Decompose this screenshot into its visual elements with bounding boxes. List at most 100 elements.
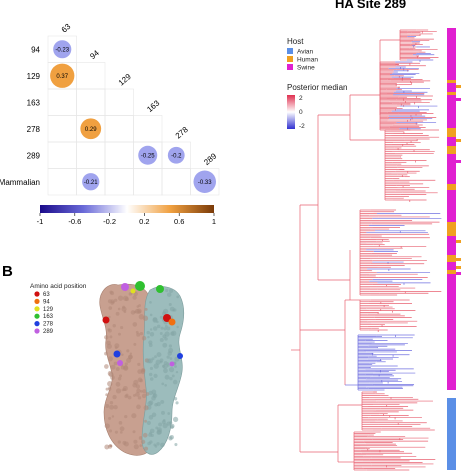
surface-dot <box>139 444 142 447</box>
host-strip-segment <box>447 236 456 255</box>
surface-dot <box>148 415 154 420</box>
grid-cell <box>161 168 191 196</box>
surface-dot <box>123 441 129 447</box>
legend-label: 163 <box>43 314 54 320</box>
surface-dot <box>118 421 123 425</box>
surface-dot <box>106 340 111 346</box>
surface-dot <box>132 322 138 327</box>
correlation-circle <box>167 146 185 164</box>
surface-dot <box>107 370 113 376</box>
surface-dot <box>150 433 154 438</box>
surface-dot <box>166 326 171 331</box>
legend-label: 94 <box>43 299 50 305</box>
residue-163b <box>156 285 164 293</box>
grid-cell <box>133 115 163 143</box>
diagonal-labels: 63 94 129 163 278 289 <box>60 22 219 167</box>
surface-dot <box>104 351 108 356</box>
row-label: 289 <box>27 151 41 160</box>
host-strip-segment <box>447 154 456 184</box>
surface-dot <box>162 423 168 429</box>
surface-dot <box>151 412 157 418</box>
surface-dot <box>165 289 169 293</box>
residue-94 <box>168 318 176 326</box>
surface-dot <box>172 379 178 385</box>
surface-dot <box>143 446 149 451</box>
surface-dot <box>148 390 153 396</box>
surface-dot <box>143 405 149 411</box>
host-legend-title: Host <box>287 37 304 46</box>
surface-dot <box>156 442 160 446</box>
surface-dot <box>159 315 163 319</box>
surface-dot <box>146 358 151 364</box>
residue-289b <box>117 360 123 366</box>
surface-dot <box>139 331 144 336</box>
surface-dot <box>174 443 178 447</box>
surface-dot <box>109 429 113 433</box>
grid-cell <box>104 88 134 116</box>
grid-cell <box>47 141 77 169</box>
surface-dot <box>128 354 133 360</box>
highlighted-residues <box>102 281 183 367</box>
surface-dot <box>123 388 127 392</box>
surface-dot <box>110 364 116 370</box>
surface-dot <box>120 325 124 330</box>
surface-dot <box>114 430 118 434</box>
host-strip-segment <box>447 128 456 137</box>
protein-surface-texture <box>104 288 180 451</box>
grid-cell <box>47 115 77 143</box>
surface-dot <box>146 330 150 335</box>
host-strip-tick <box>456 139 461 142</box>
surface-dot <box>109 444 112 448</box>
amino-acid-legend-title: Amino acid position <box>30 283 87 290</box>
host-strip-tick <box>456 258 461 261</box>
surface-dot <box>109 401 114 405</box>
row-label: 94 <box>31 45 40 54</box>
surface-dot <box>159 332 163 335</box>
host-strip-segment <box>447 255 456 262</box>
row-label: 163 <box>27 98 41 107</box>
diagonal-label: 129 <box>117 72 133 88</box>
grid-cell <box>104 115 134 143</box>
surface-dot <box>132 295 137 300</box>
correlation-value: -0.33 <box>198 180 212 186</box>
surface-dot <box>105 387 109 391</box>
surface-dot <box>174 365 177 368</box>
correlation-circle <box>80 118 102 140</box>
surface-dot <box>152 317 158 323</box>
residue-63b <box>163 314 171 322</box>
surface-dot <box>176 295 180 299</box>
surface-dot <box>138 304 141 307</box>
host-strip-segment <box>447 222 456 236</box>
surface-dot <box>142 432 148 438</box>
surface-dot <box>128 292 133 296</box>
residue-129 <box>130 288 136 294</box>
host-strip-segment <box>447 270 456 274</box>
surface-dot <box>108 306 113 310</box>
surface-dot <box>118 374 123 378</box>
surface-dot <box>104 423 110 429</box>
grid-cell <box>76 62 106 90</box>
surface-dot <box>148 372 153 377</box>
surface-dot <box>156 324 161 329</box>
surface-dot <box>133 439 138 444</box>
colorbar-ticks: -1 -0.6 -0.2 0.2 0.6 1 <box>37 213 216 226</box>
residue-278 <box>113 350 121 358</box>
host-strip-segment <box>447 146 456 154</box>
surface-dot <box>147 401 153 407</box>
surface-dot <box>151 357 155 361</box>
surface-dot <box>166 362 170 365</box>
host-strip-segment <box>447 95 456 128</box>
posterior-colorbar <box>287 95 295 129</box>
colorbar-tick-label: -0.2 <box>103 217 116 226</box>
surface-dot <box>104 444 110 450</box>
legend-swatch <box>34 313 40 319</box>
host-swatch <box>287 56 293 62</box>
surface-dot <box>133 444 139 450</box>
colorbar-tick-label: -0.6 <box>68 217 81 226</box>
host-strip <box>447 28 461 470</box>
host-strip-segment <box>447 137 456 146</box>
surface-dot <box>153 363 159 369</box>
panel-b-label: B <box>2 263 13 280</box>
surface-dot <box>111 415 115 418</box>
legend-label: 289 <box>43 329 54 335</box>
